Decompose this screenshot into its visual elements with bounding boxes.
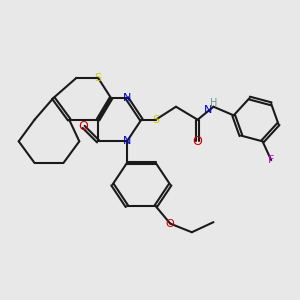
Text: S: S — [94, 73, 102, 83]
Text: N: N — [123, 136, 131, 146]
Text: S: S — [152, 115, 159, 125]
Text: N: N — [123, 93, 131, 103]
Text: O: O — [193, 135, 202, 148]
Text: O: O — [79, 120, 88, 134]
Text: H: H — [210, 98, 217, 108]
Text: F: F — [268, 155, 274, 165]
Text: N: N — [204, 105, 212, 115]
Text: O: O — [166, 219, 175, 229]
